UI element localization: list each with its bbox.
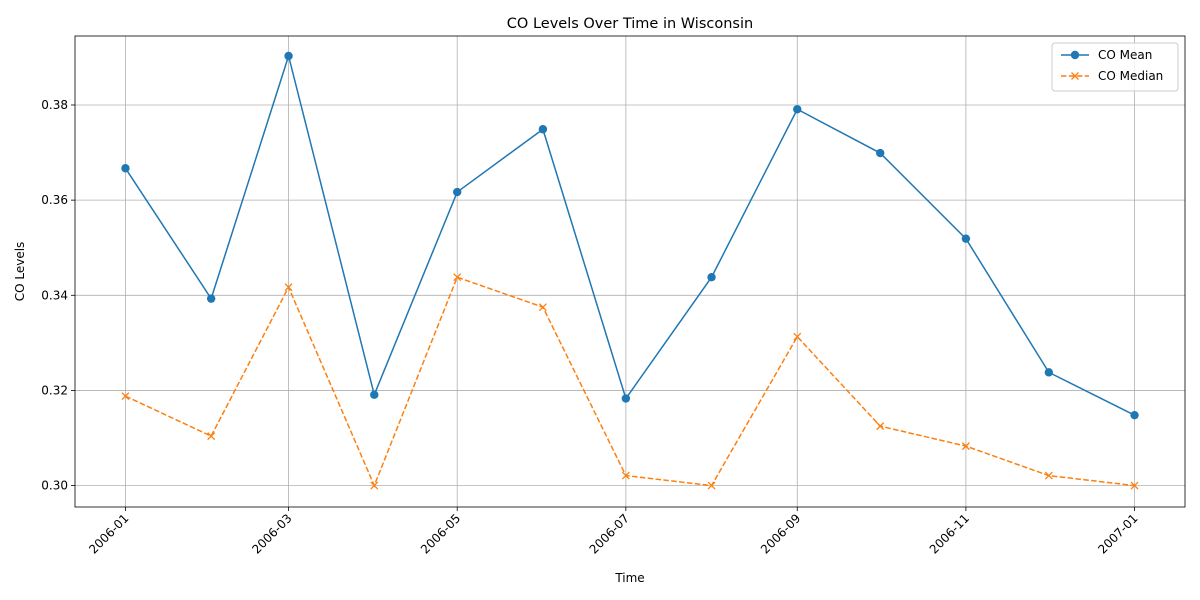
data-point	[1070, 50, 1080, 60]
data-point	[538, 125, 548, 134]
data-point	[876, 422, 885, 431]
data-point	[621, 394, 631, 403]
grid-lines	[75, 36, 1185, 507]
chart-title: CO Levels Over Time in Wisconsin	[507, 16, 753, 32]
legend: CO Mean CO Median	[1051, 42, 1179, 92]
series-co-mean	[121, 51, 1139, 420]
data-point	[1044, 471, 1053, 480]
plot-area-frame	[74, 35, 1186, 508]
data-point	[370, 481, 379, 490]
data-point	[453, 187, 462, 197]
y-tick-label: 0.30	[41, 479, 68, 493]
data-point	[875, 148, 885, 158]
y-tick-label: 0.36	[41, 193, 68, 207]
data-point	[538, 303, 547, 312]
x-axis-label: Time	[614, 571, 644, 585]
legend-entry: CO Mean	[1061, 48, 1152, 62]
series-layer	[121, 51, 1139, 490]
data-point	[121, 164, 130, 173]
y-axis-ticks: 0.30 0.32 0.34 0.36 0.38	[41, 98, 75, 493]
data-point	[707, 481, 716, 490]
data-point	[961, 234, 971, 243]
data-point	[453, 273, 462, 282]
data-point	[1071, 72, 1079, 80]
data-point	[793, 332, 802, 341]
data-point	[1130, 410, 1139, 420]
y-tick-label: 0.38	[41, 98, 68, 112]
data-point	[707, 273, 716, 282]
data-point	[1044, 368, 1054, 377]
data-point	[207, 432, 216, 441]
data-point	[961, 442, 970, 451]
legend-label: CO Mean	[1098, 48, 1152, 62]
legend-entry: CO Median	[1061, 69, 1163, 83]
series-co-median	[121, 273, 1139, 490]
data-point	[621, 471, 630, 480]
data-point	[370, 390, 379, 399]
y-axis-label: CO Levels	[13, 242, 27, 302]
data-point	[284, 51, 293, 61]
legend-label: CO Median	[1098, 69, 1163, 83]
y-tick-label: 0.34	[41, 288, 68, 302]
data-point	[206, 294, 216, 303]
data-point	[284, 283, 293, 292]
data-point	[121, 392, 130, 401]
data-point	[793, 105, 802, 114]
data-point	[1130, 481, 1139, 490]
y-tick-label: 0.32	[41, 383, 68, 397]
